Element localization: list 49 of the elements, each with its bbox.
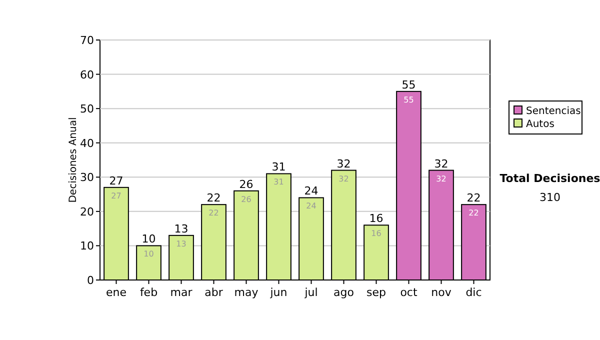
data-label: 27 — [109, 174, 124, 188]
annotation: 31 — [274, 178, 284, 187]
x-tick-label: nov — [431, 286, 452, 299]
x-tick-label: mar — [170, 286, 193, 299]
annotation: 13 — [176, 239, 186, 248]
text: Total Decisiones — [500, 172, 600, 185]
annotation: 26 — [241, 194, 252, 204]
text: 310 — [540, 191, 560, 204]
annotation: 27 — [111, 191, 122, 200]
annotation: 24 — [306, 202, 316, 211]
x-tick-label: jun — [269, 286, 288, 299]
data-label: 22 — [466, 192, 481, 205]
x-tick-label: oct — [400, 286, 418, 299]
annotation: 10 — [144, 250, 154, 259]
legend-label: Autos — [526, 119, 554, 130]
x-tick-label: abr — [204, 286, 224, 299]
annotation: 22 — [208, 208, 219, 218]
legend-label: Sentencias — [526, 106, 581, 117]
annotation: 32 — [436, 174, 446, 184]
x-tick-label: may — [234, 286, 259, 299]
x-tick-label: dic — [466, 286, 482, 299]
x-tick-label: ene — [106, 286, 127, 299]
data-label: 31 — [272, 160, 286, 174]
y-tick-label: 30 — [80, 171, 94, 184]
data-label: 32 — [434, 157, 448, 170]
data-label: 16 — [369, 212, 384, 226]
data-label: 32 — [336, 157, 351, 170]
data-label: 26 — [239, 178, 254, 191]
data-label: 13 — [174, 222, 188, 236]
y-tick-label: 20 — [80, 205, 94, 218]
y-tick-label: 60 — [80, 68, 94, 82]
data-label: 10 — [142, 232, 156, 246]
x-tick-label: feb — [140, 286, 158, 299]
y-tick-label: 40 — [80, 136, 94, 150]
x-tick-label: sep — [366, 286, 386, 299]
y-tick-label: 0 — [87, 274, 94, 287]
data-label: 24 — [304, 184, 318, 198]
y-tick-label: 50 — [80, 102, 94, 116]
annotation: 55 — [404, 95, 414, 104]
annotation: 32 — [338, 174, 349, 184]
y-tick-label: 10 — [80, 240, 94, 253]
data-label: 55 — [402, 78, 416, 92]
y-tick-label: 70 — [80, 34, 94, 47]
annotation: 22 — [468, 208, 479, 218]
annotation: 16 — [371, 229, 382, 238]
data-label: 22 — [206, 192, 221, 205]
y-axis-title: Decisiones Anual — [68, 117, 79, 203]
x-tick-label: jul — [304, 286, 318, 299]
x-tick-label: ago — [334, 286, 354, 299]
